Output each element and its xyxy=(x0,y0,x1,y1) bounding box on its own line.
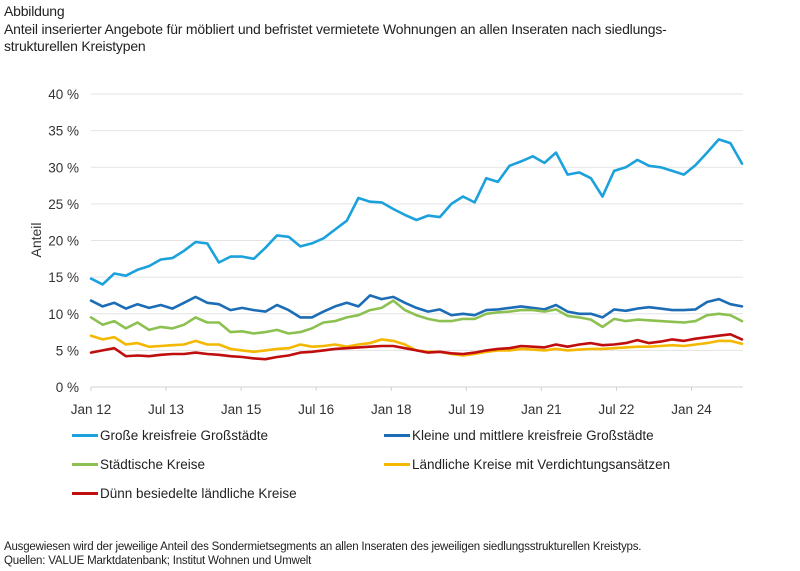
legend-item: Städtische Kreise xyxy=(72,457,205,472)
series-line-5 xyxy=(89,332,744,361)
x-tick-label: Jul 13 xyxy=(148,402,184,417)
y-tick-label: 40 % xyxy=(48,87,79,102)
y-tick-label: 35 % xyxy=(48,124,79,139)
x-tick-label: Jan 21 xyxy=(521,402,562,417)
figure-label: Abbildung xyxy=(4,3,65,19)
figure-title-line-1: Anteil inserierter Angebote für möbliert… xyxy=(4,20,667,37)
legend-item: Dünn besiedelte ländliche Kreise xyxy=(72,486,297,501)
y-tick-label: 25 % xyxy=(48,197,79,212)
x-tick-label: Jul 16 xyxy=(298,402,334,417)
legend-swatch xyxy=(72,492,98,495)
legend-swatch xyxy=(72,434,98,437)
legend-label: Große kreisfreie Großstädte xyxy=(100,428,269,443)
figure-header: Abbildung Anteil inserierter Angebote fü… xyxy=(4,3,667,56)
x-tick-label: Jan 12 xyxy=(71,402,112,417)
x-tick-label: Jul 22 xyxy=(598,402,634,417)
y-axis-label: Anteil xyxy=(28,222,44,257)
series-lines xyxy=(89,138,744,361)
legend-label: Städtische Kreise xyxy=(100,457,206,472)
sources: Quellen: VALUE Marktdatenbank; Institut … xyxy=(4,555,312,567)
x-tick-label: Jan 24 xyxy=(671,402,712,417)
y-tick-label: 15 % xyxy=(48,270,79,285)
y-axis-ticks: 0 % 5 % 10 % 15 % 20 % 25 % 30 % 35 % 40 % xyxy=(48,87,79,395)
legend-label: Kleine und mittlere kreisfreie Großstädt… xyxy=(412,428,654,443)
figure-title-line-2: strukturellen Kreistypen xyxy=(4,38,146,54)
legend-swatch xyxy=(72,463,98,466)
y-tick-label: 0 % xyxy=(56,380,79,395)
x-tick-label: Jan 18 xyxy=(371,402,412,417)
series-line-3 xyxy=(89,299,744,335)
legend-swatch xyxy=(384,434,410,437)
legend-item: Ländliche Kreise mit Verdichtungsansätze… xyxy=(384,457,670,472)
y-tick-label: 10 % xyxy=(48,307,79,322)
legend-item: Große kreisfreie Großstädte xyxy=(72,428,268,443)
gridlines xyxy=(91,93,743,388)
series-line-2 xyxy=(89,294,744,319)
y-tick-label: 20 % xyxy=(48,234,79,249)
y-tick-label: 5 % xyxy=(56,343,79,358)
figure-footer: Ausgewiesen wird der jeweilige Anteil de… xyxy=(4,540,641,568)
legend-swatch xyxy=(384,463,410,466)
footnote: Ausgewiesen wird der jeweilige Anteil de… xyxy=(4,541,642,553)
y-tick-label: 30 % xyxy=(48,160,79,175)
series-line-1 xyxy=(89,138,744,286)
legend-item: Kleine und mittlere kreisfreie Großstädt… xyxy=(384,428,654,443)
x-tick-label: Jul 19 xyxy=(448,402,484,417)
x-tick-label: Jan 15 xyxy=(221,402,262,417)
legend-label: Ländliche Kreise mit Verdichtungsansätze… xyxy=(412,457,671,472)
x-axis-ticks: Jan 12 Jul 13 Jan 15 Jul 16 Jan 18 Jul 19 Jan … xyxy=(71,387,712,417)
legend-label: Dünn besiedelte ländliche Kreise xyxy=(100,486,297,501)
